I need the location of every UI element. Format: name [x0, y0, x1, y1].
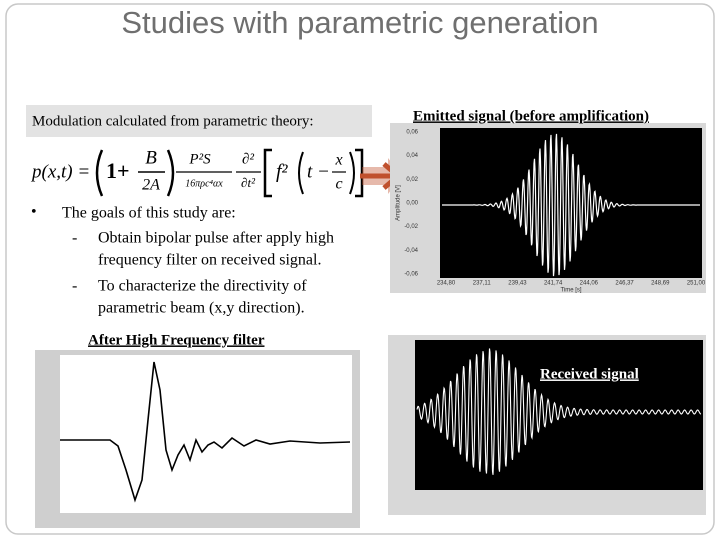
- bullet-text: The goals of this study are:: [62, 205, 236, 222]
- bracket: [263, 148, 272, 198]
- paren: [298, 151, 304, 195]
- formula-dt2: ∂t²: [241, 175, 256, 190]
- bullets: • The goals of this study are: - Obtain …: [31, 204, 334, 317]
- formula-den: 16πρc⁴αx: [185, 178, 223, 189]
- x-tick-label: 239,43: [508, 281, 527, 287]
- plot-caption: Received signal: [540, 366, 639, 382]
- waveform: [442, 133, 700, 277]
- formula-lhs: p(x,t) =: [30, 161, 90, 182]
- plot-caption: After High Frequency filter: [88, 332, 265, 348]
- formula-d2: ∂²: [242, 151, 254, 167]
- x-tick-label: 246,37: [615, 281, 634, 287]
- formula-f2: f²: [276, 161, 289, 183]
- formula-num: P²S: [188, 151, 211, 167]
- bracket: [355, 148, 364, 198]
- label-box: [26, 105, 372, 137]
- y-tick-label: -0,06: [404, 272, 418, 278]
- formula-t-minus: t −: [307, 161, 330, 182]
- waveform: [60, 361, 351, 503]
- dash: -: [72, 230, 77, 247]
- item-line: Obtain bipolar pulse after apply high: [98, 230, 334, 247]
- item-line: To characterize the directivity of: [98, 278, 307, 295]
- y-tick-label: -0,04: [404, 248, 418, 254]
- dash: -: [72, 278, 77, 295]
- formula-x: x: [334, 152, 342, 169]
- x-axis-label: Time [s]: [560, 288, 581, 294]
- paren: [95, 149, 104, 197]
- bullet-marker: •: [31, 204, 37, 221]
- formula-c: c: [335, 176, 342, 193]
- paren: [166, 149, 175, 197]
- plot-area: [60, 355, 352, 513]
- paren: [349, 151, 355, 195]
- item-line: frequency filter on received signal.: [98, 252, 321, 269]
- x-tick-label: 241,74: [544, 281, 563, 287]
- formula-b: B: [145, 147, 157, 168]
- formula: p(x,t) = 1+ B 2A P²S 16πρc⁴αx ∂² ∂t² f² …: [30, 147, 364, 198]
- y-tick-label: 0,06: [406, 130, 418, 136]
- y-tick-label: 0,02: [406, 177, 418, 183]
- formula-2a: 2A: [142, 177, 160, 194]
- x-tick-label: 251,00: [687, 281, 706, 287]
- y-tick-label: 0,04: [406, 153, 418, 159]
- x-tick-label: 248,69: [651, 281, 670, 287]
- x-tick-label: 237,11: [473, 281, 492, 287]
- x-tick-label: 234,80: [437, 281, 456, 287]
- x-tick-label: 244,06: [580, 281, 599, 287]
- y-axis-label: Amplitude [V]: [396, 185, 402, 221]
- item-line: parametric beam (x,y direction).: [98, 300, 305, 317]
- modulation-label: Modulation calculated from parametric th…: [32, 113, 314, 129]
- y-tick-label: 0,00: [406, 201, 418, 207]
- plot-caption: Emitted signal (before amplification): [413, 108, 649, 124]
- slide-title: Studies with parametric generation: [121, 5, 598, 40]
- formula-one-plus: 1+: [106, 158, 130, 183]
- waveform: [416, 348, 702, 475]
- y-tick-label: -0,02: [404, 224, 418, 230]
